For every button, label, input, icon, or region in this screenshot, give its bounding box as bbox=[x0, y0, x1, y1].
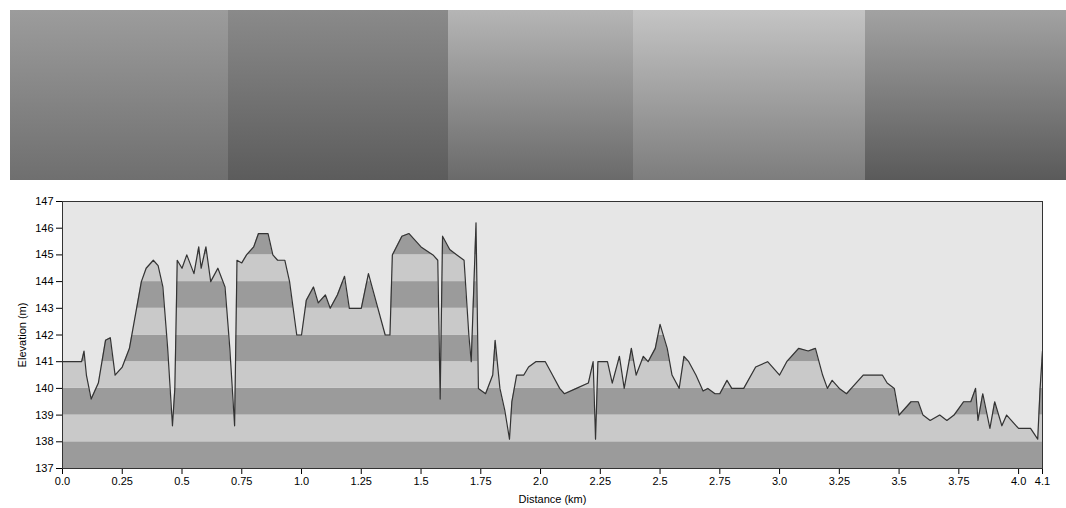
svg-text:145: 145 bbox=[35, 248, 53, 260]
svg-text:142: 142 bbox=[35, 329, 53, 341]
svg-text:143: 143 bbox=[35, 302, 53, 314]
svg-text:141: 141 bbox=[35, 355, 53, 367]
svg-text:3.25: 3.25 bbox=[829, 475, 850, 487]
svg-text:1.5: 1.5 bbox=[413, 475, 428, 487]
svg-text:3.5: 3.5 bbox=[891, 475, 906, 487]
svg-text:144: 144 bbox=[35, 275, 53, 287]
svg-text:1.75: 1.75 bbox=[470, 475, 491, 487]
svg-text:Elevation (m): Elevation (m) bbox=[16, 303, 28, 368]
svg-text:2.25: 2.25 bbox=[590, 475, 611, 487]
svg-text:3.75: 3.75 bbox=[948, 475, 969, 487]
svg-text:0.0: 0.0 bbox=[55, 475, 70, 487]
svg-text:Distance (km): Distance (km) bbox=[519, 493, 587, 505]
svg-text:2.0: 2.0 bbox=[533, 475, 548, 487]
svg-text:0.75: 0.75 bbox=[231, 475, 252, 487]
svg-text:138: 138 bbox=[35, 435, 53, 447]
svg-text:137: 137 bbox=[35, 462, 53, 474]
svg-text:147: 147 bbox=[35, 195, 53, 207]
svg-text:139: 139 bbox=[35, 409, 53, 421]
svg-text:3.0: 3.0 bbox=[772, 475, 787, 487]
svg-text:1.25: 1.25 bbox=[351, 475, 372, 487]
svg-text:1.0: 1.0 bbox=[294, 475, 309, 487]
svg-text:0.5: 0.5 bbox=[174, 475, 189, 487]
svg-text:4.1: 4.1 bbox=[1035, 475, 1050, 487]
svg-text:146: 146 bbox=[35, 222, 53, 234]
svg-text:140: 140 bbox=[35, 382, 53, 394]
svg-text:2.5: 2.5 bbox=[652, 475, 667, 487]
svg-text:4.0: 4.0 bbox=[1011, 475, 1026, 487]
svg-text:2.75: 2.75 bbox=[709, 475, 730, 487]
svg-text:0.25: 0.25 bbox=[112, 475, 133, 487]
